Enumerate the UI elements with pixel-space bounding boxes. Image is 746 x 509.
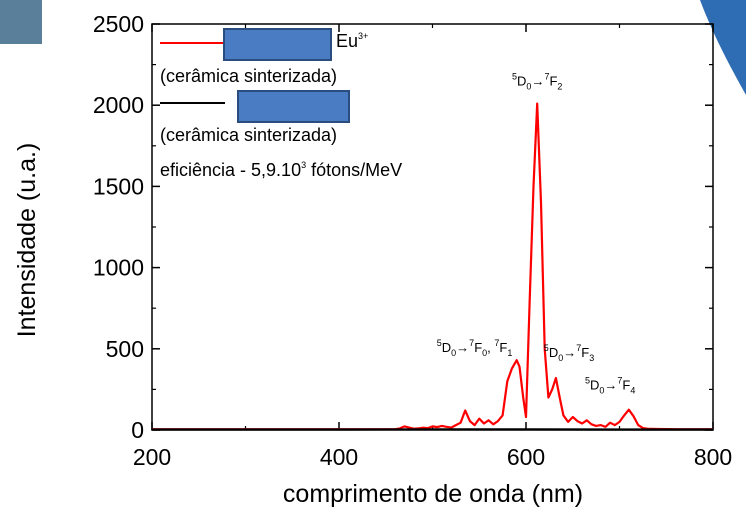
legend-red-suffix: Eu3+ bbox=[336, 31, 368, 51]
x-axis-label: comprimento de onda (nm) bbox=[283, 480, 583, 508]
y-tick-label: 1000 bbox=[93, 255, 144, 281]
legend-black-line2: (cerâmica sinterizada) bbox=[160, 125, 337, 145]
x-tick-label: 400 bbox=[320, 444, 358, 470]
y-axis-label: Intensidade (u.a.) bbox=[13, 143, 41, 338]
y-tick-label: 1500 bbox=[93, 173, 144, 199]
y-tick-label: 2000 bbox=[93, 92, 144, 118]
transition-annotation-2: 5D0→7F3 bbox=[544, 343, 594, 363]
x-tick-label: 600 bbox=[507, 444, 545, 470]
cropped-photo-fragment bbox=[0, 0, 42, 44]
legend: Eu3+ (cerâmica sinterizada) (cerâmica si… bbox=[160, 28, 402, 180]
axis-ticks: 0 500 1000 1500 2000 2500 200 400 600 800 bbox=[93, 11, 732, 470]
annotations: 5D0→7F2 5D0→7F0, 7F1 5D0→7F3 5D0→7F4 bbox=[437, 72, 636, 396]
series-line-0 bbox=[152, 102, 713, 431]
cropped-blue-shape bbox=[700, 0, 746, 95]
transition-annotation-0: 5D0→7F2 bbox=[512, 72, 562, 92]
y-tick-label: 2500 bbox=[93, 11, 144, 37]
transition-annotation-3: 5D0→7F4 bbox=[585, 375, 635, 395]
transition-annotation-1: 5D0→7F0, 7F1 bbox=[437, 338, 513, 358]
x-tick-label: 200 bbox=[133, 444, 171, 470]
y-tick-label: 0 bbox=[131, 417, 144, 443]
legend-red-line2: (cerâmica sinterizada) bbox=[160, 66, 337, 86]
legend-redaction-box-1 bbox=[223, 28, 332, 61]
series-layer bbox=[152, 102, 713, 431]
x-tick-label: 800 bbox=[694, 444, 732, 470]
y-tick-label: 500 bbox=[106, 336, 144, 362]
legend-redaction-box-2 bbox=[237, 90, 350, 123]
legend-efficiency-note: eficiência - 5,9.103 fótons/MeV bbox=[160, 160, 402, 180]
